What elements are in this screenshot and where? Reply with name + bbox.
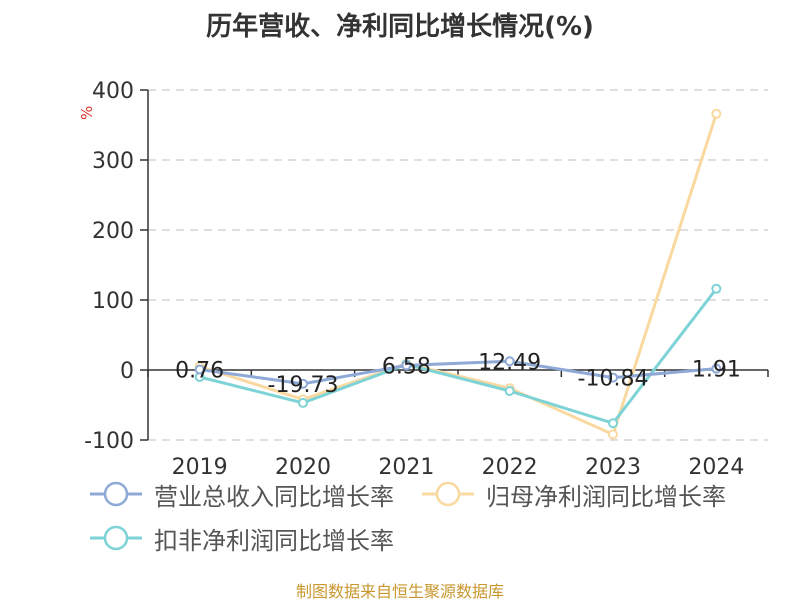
data-label: 1.91 — [692, 358, 741, 383]
y-tick-label: -100 — [84, 429, 134, 454]
data-point — [711, 363, 722, 374]
data-point — [298, 378, 308, 389]
data-point — [608, 429, 618, 440]
y-tick-label: 300 — [92, 149, 134, 174]
data-point — [194, 364, 205, 375]
legend-item-revenue[interactable]: 营业总收入同比增长率 — [88, 474, 394, 514]
x-tick-label: 2023 — [585, 455, 641, 480]
data-label: 6.58 — [382, 354, 431, 379]
legend-swatch-icon — [422, 481, 474, 507]
data-point — [504, 356, 515, 367]
data-label: -19.73 — [268, 373, 339, 398]
series-line — [199, 359, 717, 386]
data-point — [711, 108, 722, 119]
data-point — [401, 360, 412, 371]
legend-item-net-profit[interactable]: 归母净利润同比增长率 — [420, 474, 726, 514]
data-point — [608, 418, 618, 429]
data-label: 12.49 — [478, 350, 541, 375]
legend-label-deducted-profit: 扣非净利润同比增长率 — [154, 526, 394, 555]
series-line — [199, 113, 718, 436]
chart-title: 历年营收、净利同比增长情况(%) — [206, 12, 594, 42]
legend-label-revenue: 营业总收入同比增长率 — [154, 482, 394, 511]
y-tick-label: 0 — [120, 359, 134, 384]
y-tick-label: 400 — [92, 79, 134, 104]
data-label: -10.84 — [578, 367, 649, 392]
x-tick-label: 2019 — [172, 455, 228, 480]
x-tick-label: 2022 — [482, 455, 538, 480]
legend-swatch-icon — [90, 525, 142, 551]
data-point — [711, 283, 722, 294]
series-line — [199, 287, 718, 425]
x-tick-label: 2020 — [275, 455, 331, 480]
x-tick-label: 2024 — [688, 455, 744, 480]
data-point — [504, 386, 515, 396]
data-point — [298, 397, 308, 408]
legend-item-deducted-profit[interactable]: 扣非净利润同比增长率 — [88, 518, 394, 558]
data-source-note: 制图数据来自恒生聚源数据库 — [295, 582, 504, 601]
data-point — [608, 372, 618, 383]
y-tick-label: 200 — [92, 219, 134, 244]
x-tick-label: 2021 — [378, 455, 434, 480]
data-label: 0.76 — [175, 358, 224, 383]
y-tick-label: 100 — [92, 289, 134, 314]
legend-swatch-icon — [90, 481, 142, 507]
legend-label-net-profit: 归母净利润同比增长率 — [486, 482, 726, 511]
